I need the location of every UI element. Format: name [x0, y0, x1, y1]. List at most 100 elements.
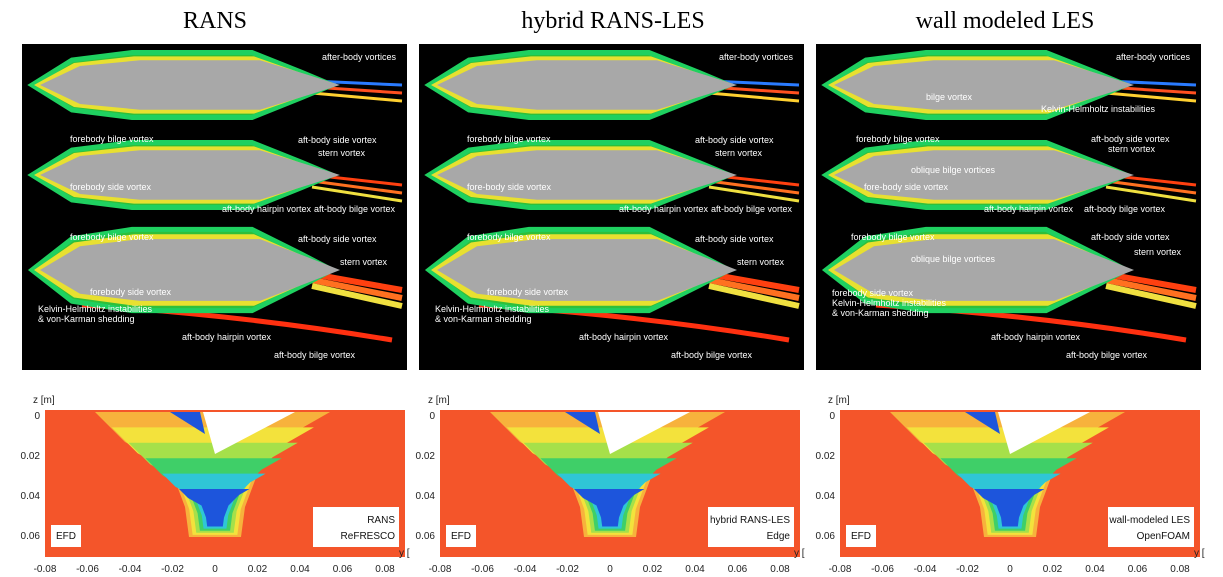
y-tick-label: 0.02 [248, 564, 268, 575]
annotation: aft-body side vortex [695, 135, 774, 145]
annotation: aft-body hairpin vortex [222, 204, 312, 214]
annotation: stern vortex [715, 148, 763, 158]
annotation: aft-body bilge vortex [671, 350, 753, 360]
y-tick-label: -0.08 [829, 564, 852, 575]
z-tick-label: 0.04 [416, 491, 436, 502]
y-tick-label: -0.02 [956, 564, 979, 575]
y-tick-label: -0.06 [76, 564, 99, 575]
annotation: aft-body side vortex [298, 234, 377, 244]
annotation: forebody bilge vortex [467, 232, 551, 242]
y-tick-label: 0.02 [1043, 564, 1063, 575]
label-right: RANS [367, 515, 395, 526]
annotation: stern vortex [318, 148, 366, 158]
z-tick-label: 0.06 [21, 531, 41, 542]
label-left: EFD [451, 531, 471, 542]
z-tick-label: 0.02 [816, 451, 836, 462]
z-tick-label: 0.02 [416, 451, 436, 462]
annotation: aft-body hairpin vortex [984, 204, 1074, 214]
panel-title: wall modeled LES [916, 8, 1095, 34]
annotation: aft-body side vortex [1091, 232, 1170, 242]
z-tick-label: 0.04 [21, 491, 41, 502]
z-tick-label: 0 [829, 411, 835, 422]
y-tick-label: 0.08 [770, 564, 790, 575]
annotation: & von-Karman shedding [832, 308, 929, 318]
label-right: Edge [767, 531, 791, 542]
annotation: aft-body side vortex [298, 135, 377, 145]
annotation: stern vortex [340, 257, 388, 267]
annotation: forebody side vortex [487, 287, 569, 297]
y-tick-label: 0.04 [290, 564, 310, 575]
y-tick-label: 0.08 [1170, 564, 1190, 575]
annotation: after-body vortices [322, 52, 397, 62]
z-axis-label: z [m] [428, 395, 450, 406]
annotation: aft-body bilge vortex [314, 204, 396, 214]
y-tick-label: 0.02 [643, 564, 663, 575]
y-axis-label: y [ [1194, 548, 1205, 559]
annotation: aft-body hairpin vortex [579, 332, 669, 342]
annotation: aft-body bilge vortex [274, 350, 356, 360]
annotation: oblique bilge vortices [911, 254, 996, 264]
annotation: aft-body side vortex [1091, 134, 1170, 144]
annotation: bilge vortex [926, 92, 973, 102]
y-tick-label: -0.06 [871, 564, 894, 575]
z-tick-label: 0.06 [816, 531, 836, 542]
annotation: aft-body bilge vortex [1084, 204, 1166, 214]
annotation: forebody side vortex [70, 182, 152, 192]
annotation: Kelvin-Helmholtz instabilities [38, 304, 153, 314]
annotation: forebody side vortex [90, 287, 172, 297]
label-left: EFD [851, 531, 871, 542]
annotation: & von-Karman shedding [38, 314, 135, 324]
z-tick-label: 0.02 [21, 451, 41, 462]
y-tick-label: -0.02 [161, 564, 184, 575]
y-tick-label: -0.04 [119, 564, 142, 575]
y-tick-label: -0.02 [556, 564, 579, 575]
z-tick-label: 0 [34, 411, 40, 422]
annotation: oblique bilge vortices [911, 165, 996, 175]
label-left: EFD [56, 531, 76, 542]
label-right: hybrid RANS-LES [710, 515, 790, 526]
y-tick-label: 0.08 [375, 564, 395, 575]
y-axis-label: y [ [399, 548, 410, 559]
y-tick-label: 0 [607, 564, 613, 575]
z-axis-label: z [m] [828, 395, 850, 406]
annotation: aft-body hairpin vortex [619, 204, 709, 214]
y-tick-label: 0.06 [728, 564, 748, 575]
annotation: forebody side vortex [832, 288, 914, 298]
annotation: Kelvin-Helmholtz instabilities [1041, 104, 1156, 114]
annotation: stern vortex [1108, 144, 1156, 154]
label-right: ReFRESCO [341, 531, 396, 542]
y-axis-label: y [ [794, 548, 805, 559]
annotation: aft-body side vortex [695, 234, 774, 244]
y-tick-label: -0.08 [429, 564, 452, 575]
annotation: forebody bilge vortex [851, 232, 935, 242]
annotation: forebody bilge vortex [467, 134, 551, 144]
y-tick-label: -0.06 [471, 564, 494, 575]
annotation: forebody bilge vortex [856, 134, 940, 144]
y-tick-label: -0.04 [514, 564, 537, 575]
label-right: wall-modeled LES [1108, 515, 1190, 526]
label-right: OpenFOAM [1137, 531, 1190, 542]
z-axis-label: z [m] [33, 395, 55, 406]
y-tick-label: -0.08 [34, 564, 57, 575]
annotation: forebody bilge vortex [70, 134, 154, 144]
y-tick-label: 0 [212, 564, 218, 575]
y-tick-label: -0.04 [914, 564, 937, 575]
annotation: aft-body hairpin vortex [991, 332, 1081, 342]
annotation: & von-Karman shedding [435, 314, 532, 324]
annotation: aft-body bilge vortex [1066, 350, 1148, 360]
z-tick-label: 0.06 [416, 531, 436, 542]
y-tick-label: 0.04 [1085, 564, 1105, 575]
panel-title: hybrid RANS-LES [521, 8, 704, 34]
z-tick-label: 0 [429, 411, 435, 422]
annotation: fore-body side vortex [864, 182, 949, 192]
annotation: stern vortex [737, 257, 785, 267]
annotation: after-body vortices [1116, 52, 1191, 62]
z-tick-label: 0.04 [816, 491, 836, 502]
y-tick-label: 0.06 [1128, 564, 1148, 575]
panel-title: RANS [183, 8, 247, 34]
annotation: after-body vortices [719, 52, 794, 62]
annotation: fore-body side vortex [467, 182, 552, 192]
annotation: aft-body bilge vortex [711, 204, 793, 214]
annotation: stern vortex [1134, 247, 1182, 257]
y-tick-label: 0.06 [333, 564, 353, 575]
